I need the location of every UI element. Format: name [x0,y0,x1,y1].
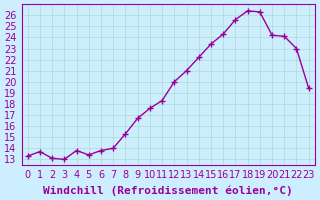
X-axis label: Windchill (Refroidissement éolien,°C): Windchill (Refroidissement éolien,°C) [43,185,293,196]
